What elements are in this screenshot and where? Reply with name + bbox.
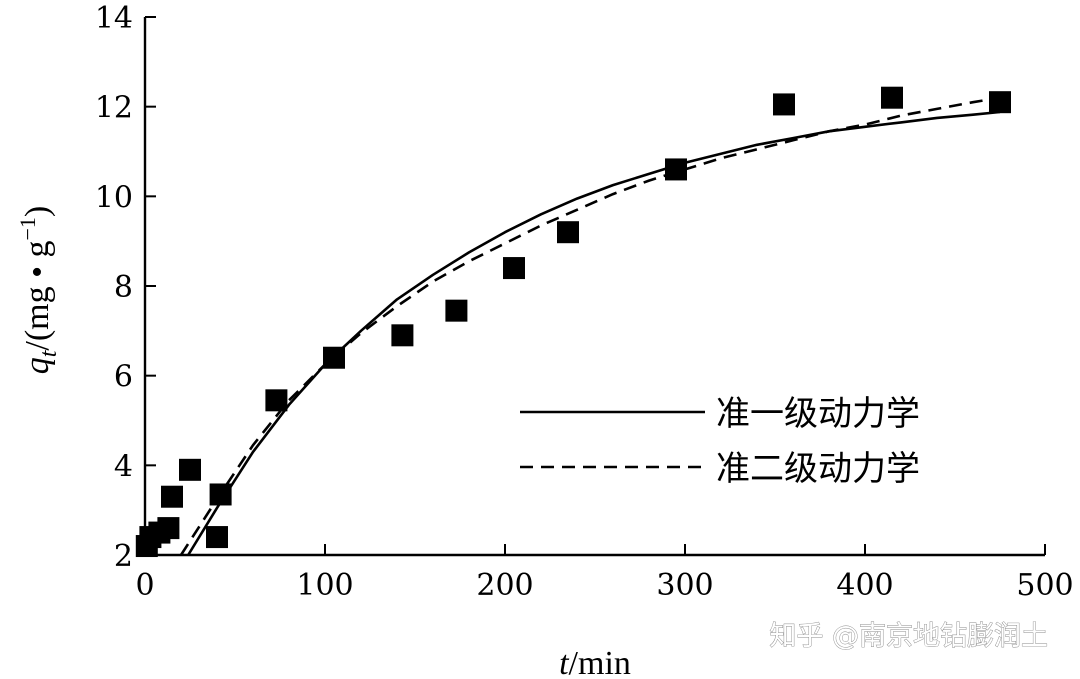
data-point: [881, 86, 903, 109]
pseudo-first-order-curve: [187, 110, 1001, 556]
y-tick-label: 4: [114, 449, 133, 484]
y-tick-label: 12: [95, 91, 133, 126]
pseudo-second-order-curve: [179, 96, 1001, 556]
axes: 0 100 200 300 400 500 2 4 6 8 10 12 14: [95, 1, 1074, 603]
data-point: [557, 221, 579, 244]
legend-label-pseudo-second-order: 准二级动力学: [716, 449, 920, 489]
data-point: [179, 458, 201, 481]
y-tick-label: 6: [114, 360, 133, 395]
data-point: [161, 485, 183, 508]
x-tick-label: 500: [1016, 568, 1073, 603]
data-point: [206, 526, 228, 549]
x-tick-label: 100: [296, 568, 353, 603]
data-point: [773, 93, 795, 116]
data-point: [323, 346, 345, 369]
data-point: [391, 324, 414, 347]
legend: 准一级动力学 准二级动力学: [520, 394, 920, 489]
y-axis-title: qt/(mg • g−1): [15, 206, 62, 375]
data-point: [503, 257, 525, 280]
data-point: [157, 517, 180, 540]
legend-label-pseudo-first-order: 准一级动力学: [716, 394, 920, 434]
x-axis-title: t/min: [559, 645, 631, 679]
data-point: [209, 483, 232, 506]
data-point: [265, 389, 288, 412]
y-tick-label: 10: [95, 180, 133, 215]
x-tick-label: 400: [836, 568, 893, 603]
y-tick-label: 8: [114, 270, 133, 305]
data-points: [135, 86, 1011, 558]
fit-curves: [179, 96, 1001, 556]
x-tick-label: 300: [656, 568, 713, 603]
watermark: 知乎 @南京地钻膨润土: [769, 621, 1048, 652]
axis-titles: t/min qt/(mg • g−1): [15, 206, 631, 679]
x-tick-label: 0: [135, 568, 154, 603]
data-point: [445, 299, 468, 322]
y-tick-label: 2: [114, 539, 133, 574]
data-point: [989, 91, 1011, 114]
data-point: [665, 158, 687, 181]
x-tick-label: 200: [476, 568, 533, 603]
y-tick-label: 14: [95, 1, 133, 36]
